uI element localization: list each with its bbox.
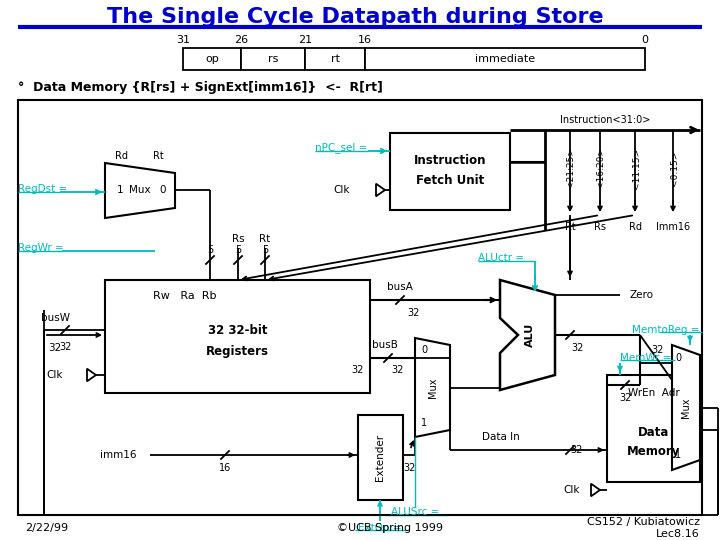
Bar <box>241 48 305 70</box>
Text: 0: 0 <box>642 35 649 45</box>
Text: MemtoReg =: MemtoReg = <box>632 325 700 335</box>
Text: 32: 32 <box>407 308 419 318</box>
Bar <box>18 100 702 515</box>
Text: ALU: ALU <box>525 323 535 347</box>
Text: 1: 1 <box>421 418 427 428</box>
Text: <11:15>: <11:15> <box>631 147 641 188</box>
Text: 26: 26 <box>234 35 248 45</box>
Text: 16: 16 <box>358 35 372 45</box>
Text: Instruction: Instruction <box>414 154 486 167</box>
Text: Rd: Rd <box>115 151 128 161</box>
Text: Data In: Data In <box>482 432 520 442</box>
Text: Data: Data <box>638 427 669 440</box>
Text: 32: 32 <box>652 345 664 355</box>
Text: rs: rs <box>268 54 278 64</box>
Text: Memory: Memory <box>627 444 680 457</box>
Text: 5: 5 <box>207 245 213 255</box>
Text: Instruction<31:0>: Instruction<31:0> <box>560 115 650 125</box>
Text: 32: 32 <box>618 393 631 403</box>
Text: Rt: Rt <box>153 151 163 161</box>
Text: 16: 16 <box>219 463 231 473</box>
Polygon shape <box>105 163 175 218</box>
Text: Imm16: Imm16 <box>656 222 690 232</box>
Text: MemWr =: MemWr = <box>620 353 672 363</box>
Polygon shape <box>672 345 700 470</box>
Text: 5: 5 <box>235 245 241 255</box>
Text: Mux: Mux <box>129 185 150 195</box>
Bar <box>607 375 700 482</box>
Text: op: op <box>205 54 219 64</box>
Text: busB: busB <box>372 340 398 350</box>
Text: <0:15>: <0:15> <box>670 150 678 186</box>
Text: 32: 32 <box>570 445 582 455</box>
Text: 1: 1 <box>675 450 681 460</box>
Text: Rw   Ra  Rb: Rw Ra Rb <box>153 291 217 301</box>
Text: ALUctr =: ALUctr = <box>478 253 524 263</box>
Polygon shape <box>376 184 385 197</box>
Text: 32 32-bit: 32 32-bit <box>208 323 267 336</box>
Text: <21:25>: <21:25> <box>567 147 575 188</box>
Text: busW: busW <box>40 313 70 323</box>
Bar <box>358 415 403 500</box>
Text: Mux: Mux <box>681 398 691 419</box>
Text: <16:20>: <16:20> <box>596 147 606 188</box>
Text: Lec8.16: Lec8.16 <box>656 529 700 539</box>
Text: RegDst =: RegDst = <box>18 184 67 194</box>
Text: RegWr =: RegWr = <box>18 243 64 253</box>
Text: 2/22/99: 2/22/99 <box>25 523 68 533</box>
Text: 32: 32 <box>59 342 71 352</box>
Text: Registers: Registers <box>206 346 269 359</box>
Polygon shape <box>415 338 450 437</box>
Text: 32: 32 <box>352 365 364 375</box>
Text: imm16: imm16 <box>100 450 137 460</box>
Text: Clk: Clk <box>333 185 350 195</box>
Bar <box>183 48 241 70</box>
Polygon shape <box>87 369 96 381</box>
Bar <box>365 48 645 70</box>
Text: ExtOp =: ExtOp = <box>358 523 402 533</box>
Text: 32: 32 <box>572 343 584 353</box>
Text: 21: 21 <box>298 35 312 45</box>
Text: 31: 31 <box>176 35 190 45</box>
Text: 0: 0 <box>675 353 681 363</box>
Text: Clk: Clk <box>564 485 580 495</box>
Text: 0: 0 <box>421 345 427 355</box>
Text: Rs: Rs <box>232 234 244 244</box>
Text: 32: 32 <box>404 463 416 473</box>
Text: immediate: immediate <box>475 54 535 64</box>
Polygon shape <box>591 484 600 496</box>
Polygon shape <box>500 280 555 390</box>
Text: Zero: Zero <box>630 290 654 300</box>
Text: ©UCB Spring 1999: ©UCB Spring 1999 <box>337 523 443 533</box>
Text: nPC_sel =: nPC_sel = <box>315 143 367 153</box>
Text: 1: 1 <box>117 185 123 195</box>
Bar <box>105 280 370 393</box>
Text: 32: 32 <box>392 365 404 375</box>
Bar <box>390 133 510 210</box>
Text: ALUSrc =: ALUSrc = <box>391 507 439 517</box>
Text: Rd: Rd <box>629 222 642 232</box>
Text: 0: 0 <box>160 185 166 195</box>
Text: Extender: Extender <box>376 434 385 481</box>
Text: The Single Cycle Datapath during Store: The Single Cycle Datapath during Store <box>107 7 603 27</box>
Text: Clk: Clk <box>47 370 63 380</box>
Text: rt: rt <box>330 54 340 64</box>
Text: Rt: Rt <box>564 222 575 232</box>
Text: busA: busA <box>387 282 413 292</box>
Text: 5: 5 <box>262 245 268 255</box>
Text: WrEn  Adr: WrEn Adr <box>628 388 680 398</box>
Text: 32: 32 <box>48 343 62 353</box>
Bar <box>305 48 365 70</box>
Text: Rt: Rt <box>259 234 271 244</box>
Text: Mux: Mux <box>428 378 438 399</box>
Text: °  Data Memory {R[rs] + SignExt[imm16]}  <-  R[rt]: ° Data Memory {R[rs] + SignExt[imm16]} <… <box>18 82 383 94</box>
Text: Rs: Rs <box>594 222 606 232</box>
Text: Fetch Unit: Fetch Unit <box>416 174 484 187</box>
Text: CS152 / Kubiatowicz: CS152 / Kubiatowicz <box>587 517 700 527</box>
